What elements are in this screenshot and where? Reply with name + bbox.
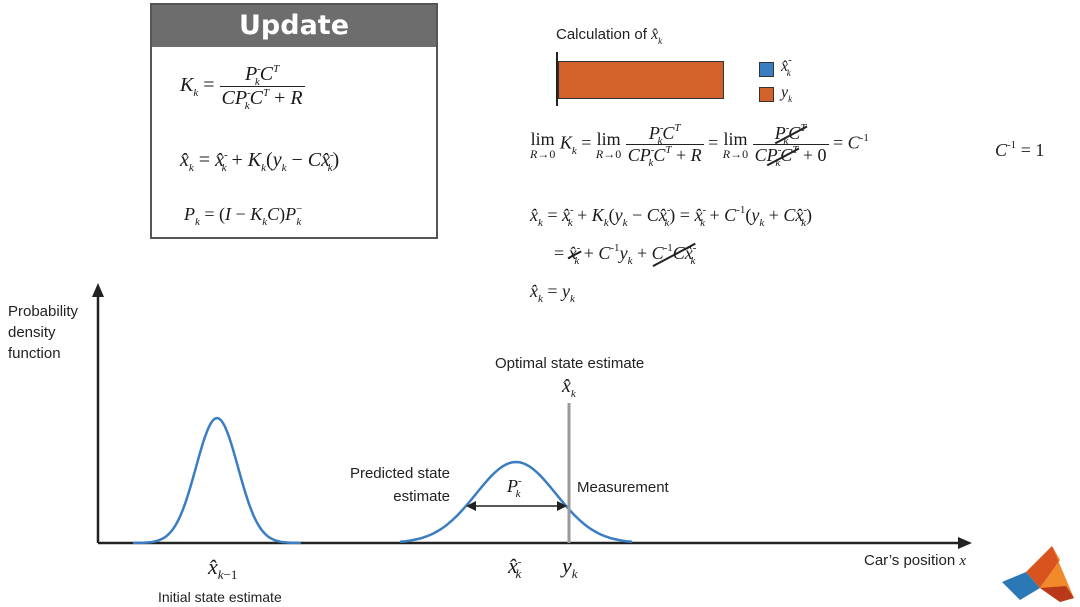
c-inverse-symbol: C (995, 140, 1008, 160)
y-axis-label: Probability density function (8, 301, 78, 364)
optimal-estimate-symbol: x̂k (562, 375, 576, 400)
y-axis-label-line-2: density (8, 324, 56, 341)
substitution-line-2: = x̂-k + C-1yk + C-1Cx̂-k (554, 242, 697, 267)
substitution-line-1: x̂k = x̂-k + Kk(yk − Cx̂-k) = x̂-k + C-1… (530, 204, 812, 229)
limit-equation: lim R→0 Kk = lim R→0 P-kCT CP-kCT + R = li… (530, 122, 869, 169)
legend-label-yk: yk (781, 84, 793, 104)
kalman-gain-equation: Kk = P-kCT CP-kCT + R (180, 63, 305, 112)
update-equations-box: Update Kk = P-kCT CP-kCT + R x̂k = x̂-k … (150, 3, 438, 239)
state-update-equation: x̂k = x̂-k + Kk(yk − Cx̂-k) (180, 149, 340, 174)
legend-swatch-yk (759, 87, 774, 102)
legend-label-xhat: x̂-k (781, 54, 792, 78)
c-inverse-note: C-1 = 1 (995, 139, 1045, 161)
x-axis-variable: x (959, 553, 967, 569)
calc-chart-title-text: Calculation of (556, 26, 652, 43)
predicted-estimate-label: Predicted state estimate (350, 462, 450, 508)
matlab-logo (1002, 546, 1074, 602)
update-title: Update (152, 5, 436, 47)
x-axis-label-text: Car’s position (864, 552, 956, 569)
initial-estimate-label: Initial state estimate (158, 589, 282, 605)
predicted-estimate-symbol: x̂-k (508, 553, 522, 581)
initial-estimate-symbol: x̂k−1 (208, 554, 238, 582)
predicted-estimate-label-line-1: Predicted state (349, 465, 450, 482)
measurement-symbol: yk (562, 553, 578, 581)
y-axis-arrow (92, 283, 104, 297)
result-equation: x̂k = yk (530, 281, 575, 305)
calc-chart-axis (556, 52, 558, 106)
initial-state-curve (132, 416, 302, 545)
predicted-estimate-label-line-2: estimate (393, 488, 450, 505)
x-axis-arrow (958, 537, 972, 549)
measurement-label: Measurement (577, 479, 669, 496)
c-inverse-sup: -1 (1007, 139, 1017, 151)
covariance-arrow-right-head (557, 501, 567, 511)
calc-chart-bar-yk (558, 61, 724, 99)
x-axis-label: Car’s position x (864, 552, 966, 570)
calc-chart-title: Calculation of x̂k (556, 26, 663, 46)
optimal-estimate-label: Optimal state estimate (495, 355, 645, 372)
covariance-update-equation: Pk = (I − KkC)P−k (184, 203, 303, 228)
c-inverse-rhs: = 1 (1020, 140, 1045, 160)
legend-swatch-xhat (759, 62, 774, 77)
predicted-covariance-symbol: P-k (507, 475, 522, 500)
y-axis-label-line-1: Probability (8, 303, 79, 320)
y-axis-label-line-3: function (8, 345, 61, 362)
predicted-state-curve (399, 460, 633, 544)
covariance-arrow-left-head (466, 501, 476, 511)
